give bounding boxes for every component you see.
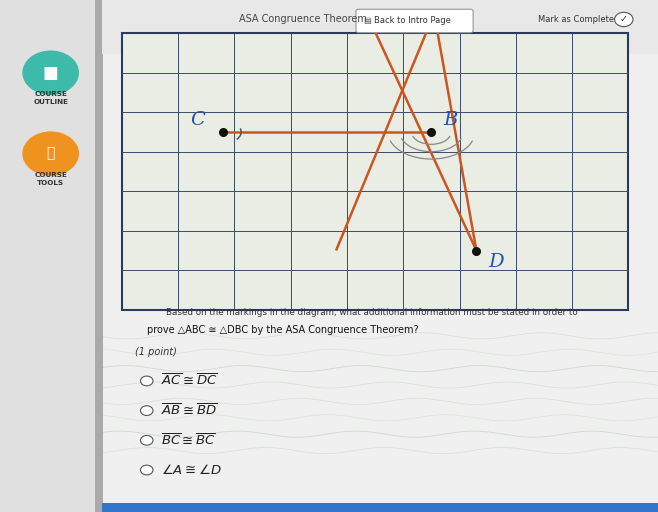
Text: Back to Intro Page: Back to Intro Page — [374, 16, 451, 26]
Text: C: C — [190, 112, 205, 130]
Bar — [0, 0, 102, 512]
Circle shape — [615, 12, 633, 27]
Bar — [95, 0, 103, 512]
Bar — [102, 0, 658, 54]
Text: COURSE
OUTLINE: COURSE OUTLINE — [33, 91, 68, 105]
Text: D: D — [488, 253, 504, 271]
Circle shape — [141, 406, 153, 416]
Text: Mark as Complete: Mark as Complete — [538, 15, 614, 24]
Circle shape — [141, 376, 153, 386]
Text: ✓: ✓ — [620, 14, 628, 25]
Text: $\overline{AC} \cong \overline{DC}$: $\overline{AC} \cong \overline{DC}$ — [161, 373, 218, 389]
Text: $\angle A \cong \angle D$: $\angle A \cong \angle D$ — [161, 463, 222, 477]
Circle shape — [23, 51, 78, 94]
Bar — [102, 503, 658, 512]
Text: (1 point): (1 point) — [135, 347, 177, 357]
Bar — [122, 33, 628, 310]
Text: COURSE
TOOLS: COURSE TOOLS — [34, 172, 67, 186]
Text: 🔧: 🔧 — [47, 146, 55, 161]
FancyBboxPatch shape — [356, 9, 473, 33]
Circle shape — [23, 132, 78, 175]
Text: ASA Congruence Theorem: ASA Congruence Theorem — [239, 14, 367, 25]
Text: $\overline{BC} \cong \overline{BC}$: $\overline{BC} \cong \overline{BC}$ — [161, 433, 216, 448]
Text: ■: ■ — [43, 63, 59, 82]
Text: Based on the markings in the diagram, what additional information must be stated: Based on the markings in the diagram, wh… — [166, 308, 578, 317]
Text: prove △ABC ≅ △DBC by the ASA Congruence Theorem?: prove △ABC ≅ △DBC by the ASA Congruence … — [147, 325, 418, 335]
Bar — [102, 0, 658, 512]
Circle shape — [141, 435, 153, 445]
Text: ▤: ▤ — [363, 16, 371, 26]
Text: $\overline{AB} \cong \overline{BD}$: $\overline{AB} \cong \overline{BD}$ — [161, 403, 218, 418]
Text: B: B — [443, 112, 457, 130]
Circle shape — [141, 465, 153, 475]
